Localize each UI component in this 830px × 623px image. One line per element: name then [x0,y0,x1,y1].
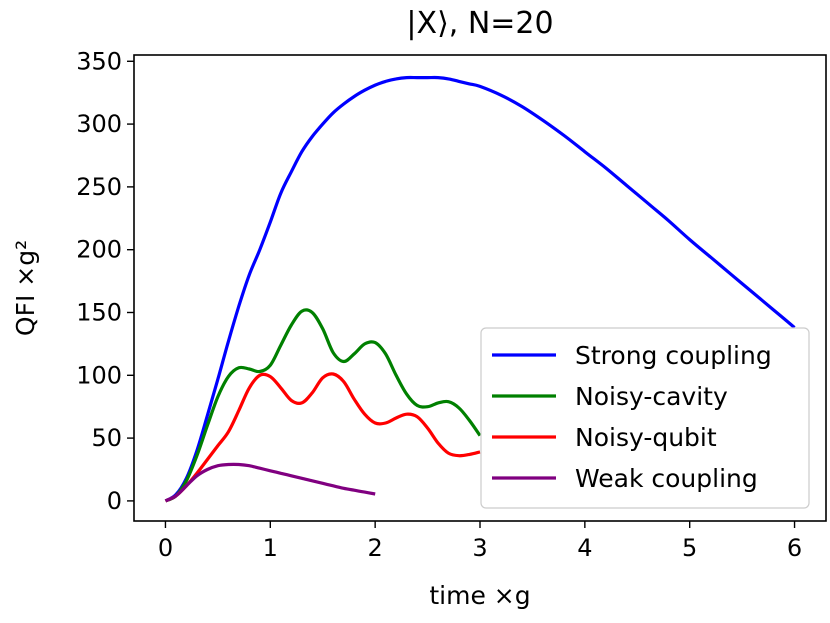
legend-box [480,327,810,509]
x-tick-label: 3 [472,534,487,562]
legend-label: Strong coupling [575,341,772,370]
y-tick-label: 50 [91,424,122,452]
y-axis: 0 50 100 150 200 250 300 350 [76,47,134,515]
legend: Strong coupling Noisy-cavity Noisy-qubit We… [480,327,810,509]
x-tick-label: 5 [682,534,697,562]
x-axis-label: time ×g [429,581,530,610]
series-line-noisy-cavity [164,308,482,503]
series-line-weak-coupling [164,462,376,503]
x-tick-label: 6 [787,534,802,562]
x-tick-label: 4 [577,534,592,562]
legend-label: Weak coupling [575,464,758,493]
y-axis-label: QFI ×g² [11,240,40,336]
series-line-noisy-qubit [164,372,481,503]
series-layer [164,75,796,503]
x-axis: 0 1 2 3 4 5 6 [158,521,802,562]
x-tick-label: 2 [368,534,383,562]
y-tick-label: 150 [76,298,122,326]
y-tick-label: 100 [76,361,122,389]
y-tick-label: 300 [76,110,122,138]
legend-label: Noisy-cavity [575,382,728,411]
y-tick-label: 250 [76,173,122,201]
x-tick-label: 0 [158,534,173,562]
y-tick-label: 350 [76,47,122,75]
y-tick-label: 0 [107,487,122,515]
series-line-strong-coupling [164,75,796,503]
x-tick-label: 1 [263,534,278,562]
y-tick-label: 200 [76,236,122,264]
chart-title: |X⟩, N=20 [406,6,553,41]
legend-label: Noisy-qubit [575,423,717,452]
